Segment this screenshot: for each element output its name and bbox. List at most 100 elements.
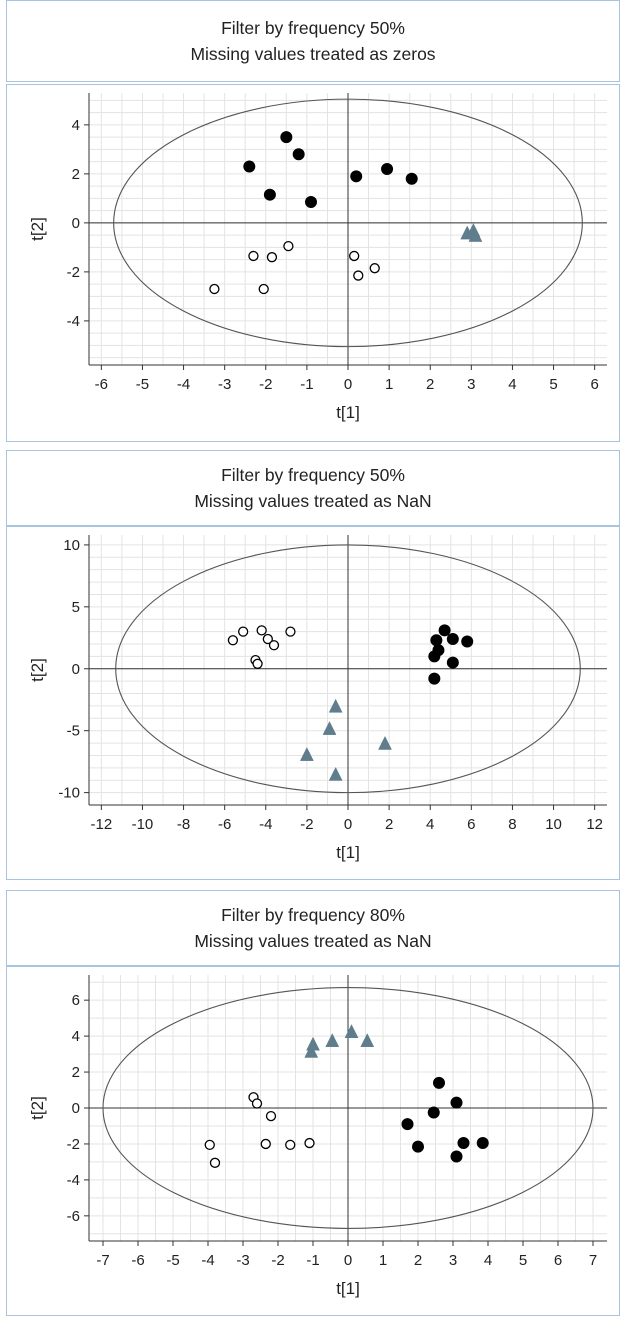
chart-1-x-tick-label: 1: [385, 376, 393, 393]
chart-3-filled-circle-point: [427, 1106, 440, 1119]
chart-3-y-tick-label: 2: [72, 1064, 80, 1081]
chart-2-filled-circle-point: [430, 634, 443, 647]
chart-2-filled-circle-point: [446, 633, 459, 646]
chart-2-y-axis-label: t[2]: [28, 658, 47, 682]
chart-1-series-open-circle: [209, 241, 380, 295]
chart-2-filled-circle-point: [446, 656, 459, 669]
chart-1-open-circle-point: [209, 283, 220, 295]
chart-1-open-circle-point: [248, 250, 259, 262]
chart-3-filled-circle-point: [433, 1076, 445, 1089]
chart-2-triangle-point: [328, 698, 343, 713]
chart-3-x-tick-label: -6: [131, 1252, 144, 1269]
chart-1-title-box: Filter by frequency 50% Missing values t…: [6, 0, 620, 82]
chart-2-series-filled-circle: [428, 624, 474, 685]
chart-1-subtitle: Missing values treated as zeros: [190, 44, 436, 64]
chart-2-plot-panel: -12 -10 -8 -6 -4 -2 0 2 4 6 8 10 12 -10 -5 0 5 10 t[1] t[2]: [6, 526, 620, 880]
chart-1-y-tick-label: 4: [72, 117, 80, 134]
chart-3-x-tick-label: 0: [344, 1252, 352, 1269]
chart-3-x-tick-label: -1: [306, 1252, 319, 1269]
chart-3-y-axis-label: t[2]: [28, 1096, 47, 1120]
chart-3-x-tick-label: -2: [271, 1252, 284, 1269]
chart-2-open-circle-point: [268, 640, 280, 651]
chart-1-title: Filter by frequency 50%: [221, 18, 405, 38]
chart-3-title: Filter by frequency 80%: [221, 905, 405, 925]
chart-3-open-circle-point: [260, 1138, 271, 1150]
chart-1-x-tick-label: 4: [508, 376, 516, 393]
chart-2-filled-circle-point: [428, 650, 441, 663]
chart-3-triangle-point: [360, 1033, 375, 1047]
chart-1-filled-circle-point: [280, 131, 293, 144]
chart-2-svg: -12 -10 -8 -6 -4 -2 0 2 4 6 8 10 12 -10 -5 0 5 10 t[1] t[2]: [28, 535, 607, 862]
chart-1-x-tick-label: -3: [218, 376, 231, 393]
chart-1-open-circle-point: [283, 241, 294, 252]
chart-2-filled-circle-point: [461, 635, 474, 648]
chart-2-x-axis-label: t[1]: [336, 843, 360, 862]
chart-3-filled-circle-point: [450, 1150, 463, 1163]
chart-2-x-tick-label: 8: [508, 816, 516, 833]
chart-2-x-tick-label: -2: [300, 816, 313, 833]
chart-3-x-axis-label: t[1]: [336, 1279, 360, 1298]
chart-3-open-circle-point: [204, 1139, 215, 1150]
chart-1-filled-circle-point: [263, 188, 276, 201]
chart-1-triangle-point: [468, 227, 483, 242]
chart-3-x-tick-label: 7: [589, 1252, 597, 1269]
chart-1-open-circle-point: [349, 250, 360, 262]
chart-2-triangle-point: [299, 747, 314, 761]
chart-3-x-tick-label: 6: [554, 1252, 562, 1269]
chart-3-triangle-point: [304, 1043, 319, 1058]
chart-3-open-circle-point: [209, 1157, 221, 1168]
chart-2-filled-circle-point: [428, 672, 441, 685]
chart-3-open-circle-point: [304, 1137, 315, 1149]
chart-1-confidence-ellipse: [113, 98, 583, 348]
chart-2-x-tick-label: 12: [586, 816, 603, 833]
chart-3-y-tick-label: -2: [67, 1136, 80, 1153]
chart-3-filled-circle-point: [412, 1140, 424, 1153]
chart-2-series-open-circle: [227, 625, 296, 669]
chart-2-x-tick-label: 6: [467, 816, 475, 833]
chart-3-triangle-point: [325, 1033, 340, 1047]
chart-3-open-circle-point: [285, 1139, 296, 1150]
chart-1-x-tick-label: 2: [426, 376, 434, 393]
chart-1-filled-circle-point: [292, 148, 305, 161]
chart-2-series-triangle: [299, 698, 392, 781]
chart-1-x-tick-label: -2: [259, 376, 272, 393]
chart-3-x-tick-label: 1: [379, 1252, 387, 1269]
chart-3-y-tick-label: -6: [67, 1208, 80, 1225]
chart-1-x-tick-label: -1: [300, 376, 313, 393]
chart-3-open-circle-point: [251, 1098, 263, 1109]
chart-2-y-tick-label: 5: [72, 599, 80, 616]
chart-1-y-tick-label: -2: [67, 264, 80, 281]
chart-3-triangle-point: [306, 1036, 320, 1051]
chart-2-filled-circle-point: [438, 624, 451, 637]
chart-3-filled-circle-point: [457, 1137, 470, 1150]
chart-3-filled-circle-point: [476, 1137, 489, 1150]
chart-1-x-tick-label: 3: [467, 376, 475, 393]
chart-2-x-tick-label: 4: [426, 816, 434, 833]
chart-3-x-tick-label: 5: [519, 1252, 527, 1269]
chart-2-triangle-point: [328, 766, 343, 781]
chart-1-filled-circle-point: [243, 160, 256, 173]
chart-2-x-tick-label: -6: [218, 816, 231, 833]
chart-3-triangle-point: [344, 1024, 359, 1038]
chart-1-open-circle-point: [353, 270, 364, 281]
chart-3-subtitle: Missing values treated as NaN: [194, 931, 432, 951]
chart-1-svg: -6 -5 -4 -3 -2 -1 0 1 2 3 4 5 6 -4 -2 0 2 4 t[1] t[2]: [28, 93, 607, 422]
chart-3-y-tick-label: 6: [72, 992, 80, 1009]
chart-3-series-open-circle: [204, 1092, 315, 1168]
chart-2-x-tick-label: -12: [90, 816, 112, 833]
chart-1-open-circle-point: [266, 252, 278, 263]
chart-3-x-tick-label: 4: [484, 1252, 492, 1269]
chart-2-triangle-point: [322, 721, 337, 735]
chart-1-x-tick-label: -6: [95, 376, 108, 393]
chart-1-open-circle-point: [258, 283, 269, 295]
chart-3-x-tick-label: 3: [449, 1252, 457, 1269]
chart-3-x-tick-label: -3: [236, 1252, 249, 1269]
chart-2-open-circle-point: [238, 626, 249, 637]
chart-1-y-tick-label: 2: [72, 166, 80, 183]
chart-3-confidence-ellipse: [102, 987, 594, 1229]
chart-1-series-filled-circle: [243, 131, 418, 209]
chart-1-filled-circle-point: [381, 162, 394, 175]
chart-3-title-box: Filter by frequency 80% Missing values t…: [6, 890, 620, 966]
chart-2-grid: [89, 535, 607, 806]
chart-3-x-tick-label: 2: [414, 1252, 422, 1269]
